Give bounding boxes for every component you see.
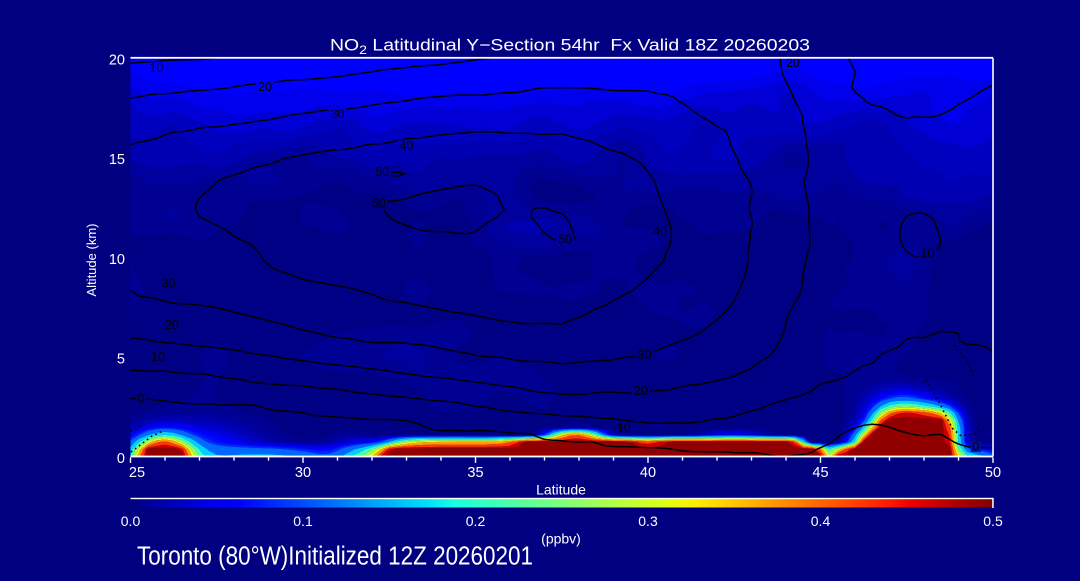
- svg-text:35: 35: [467, 465, 483, 481]
- svg-text:25: 25: [129, 465, 145, 481]
- svg-text:30: 30: [295, 465, 311, 481]
- svg-text:0.3: 0.3: [638, 513, 658, 529]
- svg-text:Altitude (km): Altitude (km): [84, 224, 99, 297]
- svg-text:(ppbv): (ppbv): [541, 531, 581, 547]
- svg-text:40: 40: [653, 225, 667, 239]
- svg-text:20: 20: [165, 318, 179, 332]
- svg-text:0: 0: [972, 440, 979, 454]
- svg-text:30: 30: [162, 276, 176, 290]
- svg-text:20: 20: [258, 80, 272, 94]
- svg-text:10: 10: [149, 61, 163, 75]
- svg-text:50: 50: [558, 233, 572, 247]
- svg-text:NO2 Latitudinal Y−Section 54hr: NO 2 Latitudinal Y−Section 54hr Fx Valid …: [330, 37, 810, 58]
- svg-text:0.1: 0.1: [293, 513, 313, 529]
- svg-text:5: 5: [117, 351, 125, 367]
- svg-text:30: 30: [331, 107, 345, 121]
- svg-text:40: 40: [640, 465, 656, 481]
- svg-text:0.2: 0.2: [466, 513, 486, 529]
- svg-text:50: 50: [375, 165, 389, 179]
- svg-text:40: 40: [400, 139, 414, 153]
- svg-text:0: 0: [137, 392, 144, 406]
- svg-text:15: 15: [109, 152, 125, 168]
- svg-text:0.0: 0.0: [121, 513, 141, 529]
- svg-text:0: 0: [117, 451, 125, 467]
- svg-text:0.5: 0.5: [983, 513, 1003, 529]
- svg-text:10: 10: [151, 350, 165, 364]
- svg-text:30: 30: [638, 348, 652, 362]
- svg-text:Toronto (80°W)Initialized 12Z: Toronto (80°W)Initialized 12Z 20260201: [137, 543, 533, 571]
- svg-text:50: 50: [372, 197, 386, 211]
- svg-text:50: 50: [985, 465, 1001, 481]
- svg-text:20: 20: [634, 384, 648, 398]
- svg-text:0.4: 0.4: [811, 513, 831, 529]
- svg-text:20: 20: [786, 56, 800, 70]
- svg-text:20: 20: [109, 53, 125, 69]
- svg-text:Latitude: Latitude: [536, 482, 586, 498]
- svg-text:10: 10: [617, 421, 631, 435]
- svg-text:45: 45: [812, 465, 828, 481]
- svg-text:10: 10: [109, 252, 125, 268]
- svg-text:10: 10: [921, 247, 935, 261]
